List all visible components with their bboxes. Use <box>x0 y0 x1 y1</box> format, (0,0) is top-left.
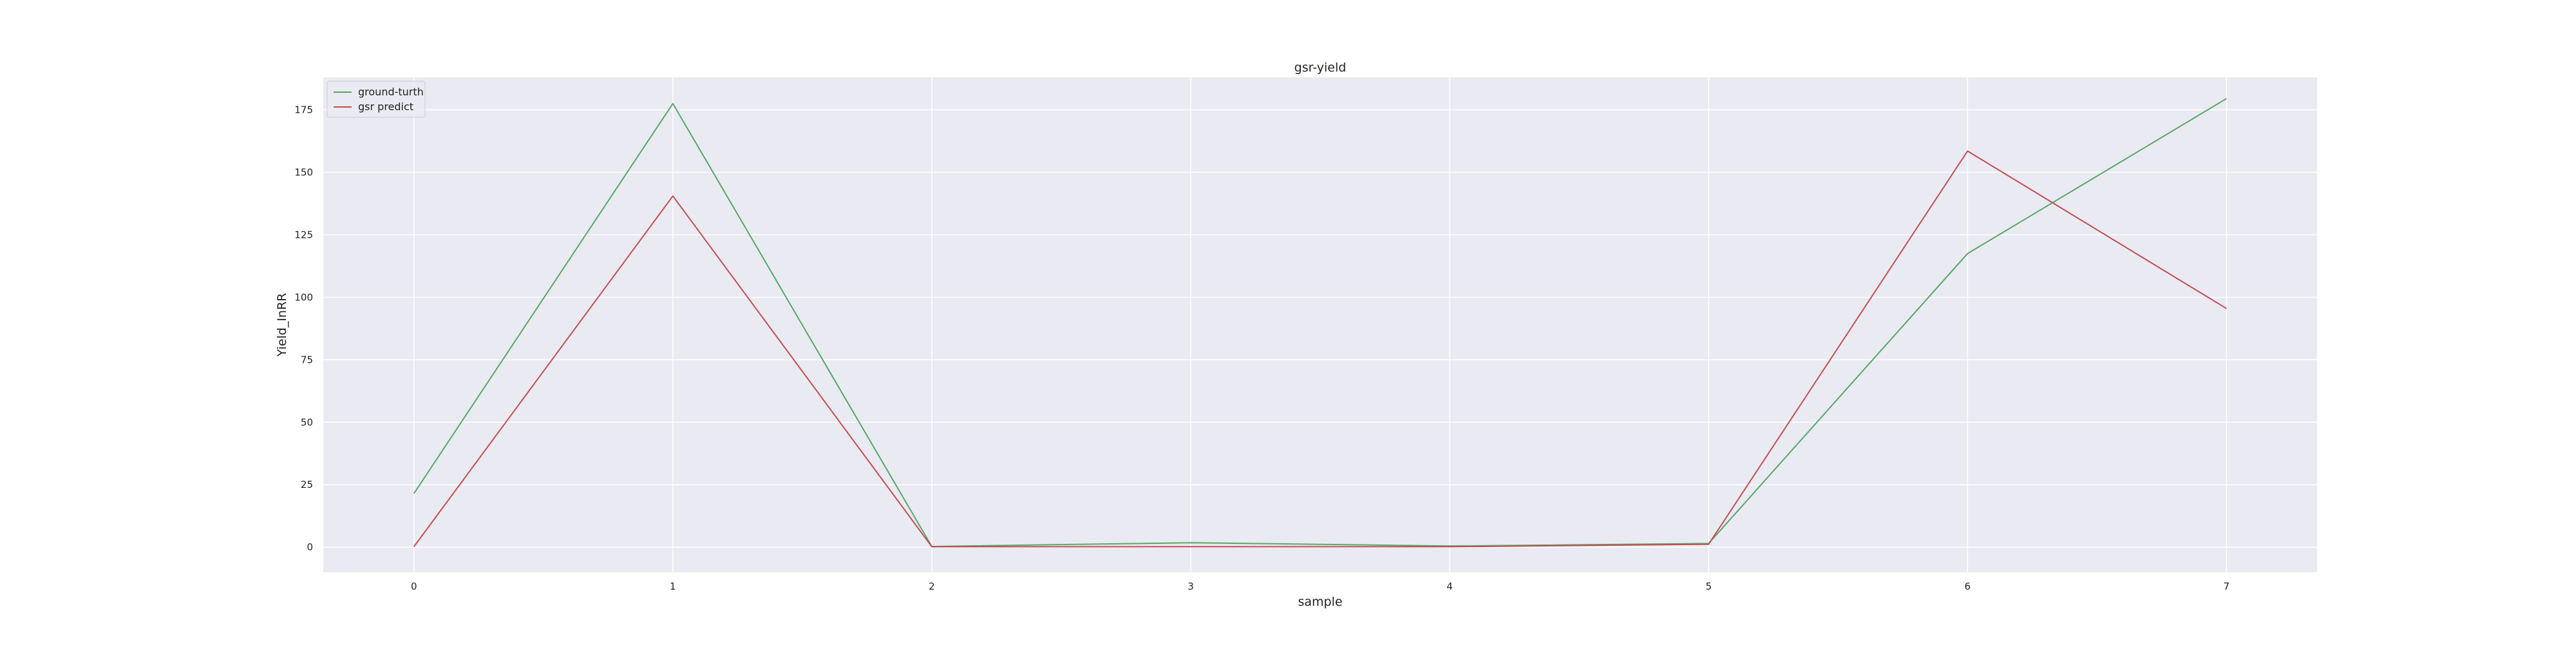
y-tick-label: 150 <box>294 166 313 178</box>
legend-label-ground-turth: ground-turth <box>358 86 424 98</box>
y-tick-label: 25 <box>301 479 313 490</box>
plot-area <box>323 77 2317 572</box>
x-tick-label: 7 <box>2223 581 2230 592</box>
y-tick-label: 175 <box>294 104 313 115</box>
tick-labels: 0 1 2 3 4 5 6 7 0 25 50 75 100 125 150 175 <box>294 104 2230 592</box>
y-tick-label: 50 <box>301 416 313 428</box>
series-line-gsr-predict <box>413 150 2227 548</box>
x-tick-label: 2 <box>929 581 935 592</box>
legend-label-gsr-predict: gsr predict <box>358 101 413 113</box>
y-axis-label: Yield_InRR <box>275 293 289 358</box>
x-tick-label: 1 <box>670 581 676 592</box>
y-tick-label: 0 <box>307 541 313 553</box>
legend: ground-turth gsr predict <box>327 81 426 118</box>
y-tick-label: 100 <box>294 291 313 303</box>
y-tick-label: 125 <box>294 229 313 240</box>
grid-lines <box>323 77 2317 572</box>
series-line-ground-turth <box>413 98 2227 547</box>
chart-title: gsr-yield <box>1294 61 1347 75</box>
y-tick-label: 75 <box>301 354 313 365</box>
x-axis-label: sample <box>1298 595 1342 609</box>
x-tick-label: 0 <box>411 581 417 592</box>
x-tick-label: 4 <box>1446 581 1453 592</box>
legend-box <box>327 81 426 118</box>
x-tick-label: 5 <box>1705 581 1712 592</box>
series-lines <box>413 98 2227 548</box>
x-tick-label: 6 <box>1964 581 1971 592</box>
x-tick-label: 3 <box>1188 581 1194 592</box>
